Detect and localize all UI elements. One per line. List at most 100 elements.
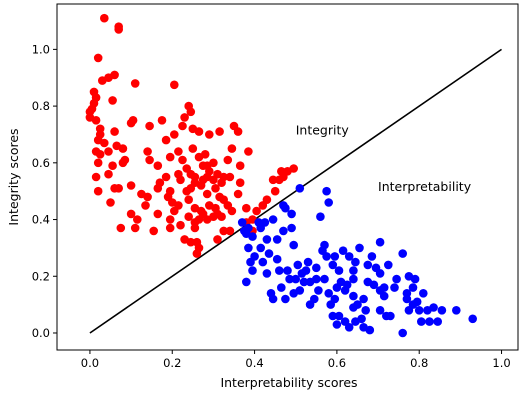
red-data-point	[211, 184, 220, 193]
x-tick-label: 0.8	[410, 356, 428, 370]
blue-data-point	[363, 277, 373, 287]
blue-data-point	[367, 252, 377, 261]
blue-data-point	[334, 266, 344, 275]
red-data-point	[225, 172, 235, 182]
annotation-label: Interpretability	[378, 179, 472, 194]
blue-data-point	[363, 260, 373, 270]
blue-data-point	[365, 325, 375, 335]
blue-data-point	[437, 306, 447, 315]
red-data-point	[190, 223, 200, 233]
blue-data-point	[281, 203, 290, 213]
blue-data-point	[299, 277, 309, 287]
blue-data-point	[408, 283, 418, 292]
red-data-point	[91, 172, 101, 182]
blue-data-point	[316, 212, 325, 221]
red-data-point	[188, 144, 198, 153]
blue-data-point	[303, 257, 313, 267]
y-tick-label: 0.4	[32, 213, 50, 227]
blue-data-point	[351, 257, 360, 267]
blue-data-point	[287, 209, 296, 219]
blue-data-point	[268, 294, 278, 304]
red-data-point	[186, 237, 196, 247]
red-data-point	[93, 158, 103, 168]
red-data-point	[116, 223, 126, 233]
blue-data-point	[262, 269, 272, 278]
blue-data-point	[324, 198, 334, 207]
red-data-point	[114, 22, 123, 32]
red-data-point	[114, 184, 123, 193]
red-data-point	[165, 223, 175, 233]
blue-data-point	[433, 317, 443, 326]
blue-data-point	[386, 311, 395, 321]
red-data-point	[219, 226, 228, 236]
blue-data-point	[246, 257, 255, 267]
red-data-point	[93, 53, 103, 63]
y-tick-label: 0.0	[32, 326, 50, 340]
blue-data-point	[272, 254, 282, 264]
red-data-point	[174, 169, 183, 179]
blue-data-point	[258, 257, 268, 267]
blue-data-point	[390, 283, 399, 292]
red-data-point	[182, 186, 191, 196]
red-data-point	[180, 113, 189, 122]
red-data-point	[200, 150, 210, 159]
red-data-point	[145, 155, 154, 165]
blue-data-point	[242, 229, 251, 238]
blue-data-point	[351, 317, 360, 326]
blue-data-point	[281, 294, 290, 304]
blue-data-point	[417, 317, 426, 326]
blue-data-point	[285, 274, 294, 284]
red-data-point	[178, 121, 187, 131]
red-data-point	[143, 147, 152, 156]
blue-data-point	[410, 274, 420, 284]
red-data-point	[186, 107, 196, 117]
blue-data-point	[301, 266, 311, 275]
blue-data-point	[262, 235, 272, 244]
red-data-point	[217, 212, 226, 221]
blue-data-point	[355, 243, 364, 253]
plot-frame	[56, 3, 519, 351]
red-data-point	[143, 192, 152, 202]
blue-data-point	[305, 300, 315, 309]
red-data-point	[87, 104, 97, 114]
red-data-point	[91, 93, 101, 102]
red-data-point	[153, 209, 163, 219]
red-data-point	[100, 138, 109, 148]
blue-data-point	[375, 237, 385, 247]
red-data-point	[170, 80, 179, 90]
red-data-point	[118, 144, 128, 153]
red-data-point	[161, 172, 171, 182]
red-data-point	[262, 195, 272, 204]
red-data-point	[178, 155, 187, 165]
red-data-point	[184, 212, 193, 221]
blue-data-point	[279, 226, 288, 236]
blue-data-point	[256, 243, 266, 253]
red-data-point	[213, 235, 222, 244]
blue-data-point	[338, 246, 348, 255]
blue-data-point	[291, 274, 301, 284]
blue-data-point	[344, 252, 354, 261]
red-data-point	[184, 195, 193, 204]
blue-data-point	[349, 291, 358, 301]
blue-data-point	[375, 306, 385, 315]
y-tick-label: 0.2	[32, 269, 50, 283]
blue-data-point	[423, 306, 432, 315]
red-data-point	[153, 184, 163, 193]
blue-data-point	[375, 286, 385, 295]
red-data-point	[289, 164, 299, 173]
blue-data-point	[289, 240, 299, 250]
blue-data-point	[414, 306, 424, 315]
y-tick-label: 1.0	[32, 42, 50, 56]
red-data-point	[227, 144, 237, 153]
blue-data-point	[392, 274, 401, 284]
red-data-point	[198, 209, 208, 219]
red-data-point	[227, 206, 237, 216]
red-data-point	[235, 161, 245, 170]
blue-data-point	[349, 274, 358, 284]
blue-data-point	[384, 260, 393, 270]
blue-data-point	[242, 277, 251, 287]
red-data-point	[145, 121, 154, 131]
red-data-point	[233, 127, 243, 136]
red-data-point	[242, 203, 251, 213]
blue-data-point	[340, 286, 350, 295]
